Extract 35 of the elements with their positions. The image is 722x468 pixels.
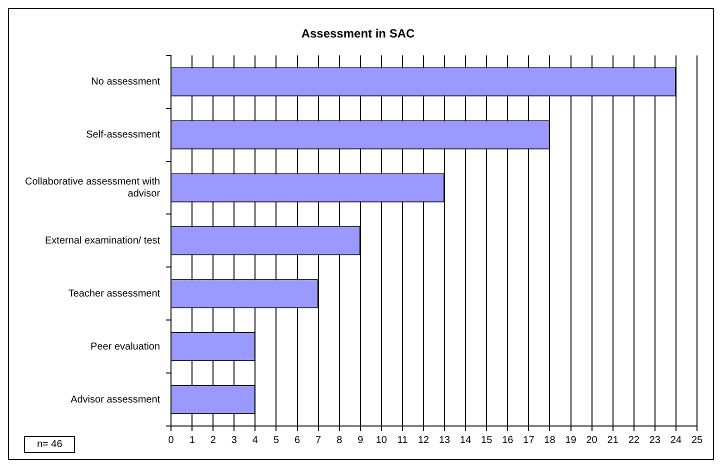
- x-tick-label: 9: [358, 434, 364, 446]
- y-tick-label: Teacher assessment: [68, 288, 160, 300]
- y-tick-label: Self-assessment: [86, 130, 160, 141]
- x-tick-label: 21: [607, 434, 619, 446]
- x-tick-label: 11: [397, 434, 408, 446]
- y-tick-label: Peer evaluation: [90, 341, 160, 352]
- y-tick-label: No assessment: [91, 76, 160, 88]
- x-tick-label: 19: [565, 434, 577, 446]
- chart-title: Assessment in SAC: [301, 26, 416, 41]
- y-tick-label: External examination/ test: [44, 235, 160, 246]
- x-tick-label: 15: [481, 434, 493, 446]
- x-tick-label: 13: [438, 434, 451, 446]
- x-tick-label: 24: [670, 434, 682, 446]
- x-tick-label: 8: [336, 434, 343, 446]
- x-tick-label: 18: [544, 434, 556, 446]
- x-tick-label: 14: [460, 434, 472, 446]
- x-tick-label: 0: [168, 434, 174, 446]
- x-tick-label: 6: [294, 434, 301, 446]
- x-tick-label: 22: [628, 434, 640, 446]
- x-tick-label: 3: [231, 434, 238, 446]
- x-tick-label: 16: [502, 434, 514, 446]
- x-tick-label: 10: [376, 434, 388, 446]
- x-tick-label: 25: [691, 434, 703, 446]
- text: n= 46: [24, 436, 76, 453]
- x-tick-label: 5: [273, 434, 280, 446]
- x-tick-label: 2: [210, 434, 216, 446]
- x-tick-label: 23: [649, 434, 661, 446]
- x-tick-label: 17: [523, 434, 535, 446]
- y-tick-label: Advisor assessment: [70, 394, 160, 406]
- x-tick-label: 1: [189, 434, 196, 446]
- x-tick-label: 20: [586, 434, 598, 446]
- x-tick-label: 12: [418, 434, 430, 446]
- y-tick-label: Collaborative assessment with advisor: [24, 176, 161, 200]
- x-tick-label: 4: [252, 434, 258, 446]
- x-tick-label: 7: [316, 434, 322, 446]
